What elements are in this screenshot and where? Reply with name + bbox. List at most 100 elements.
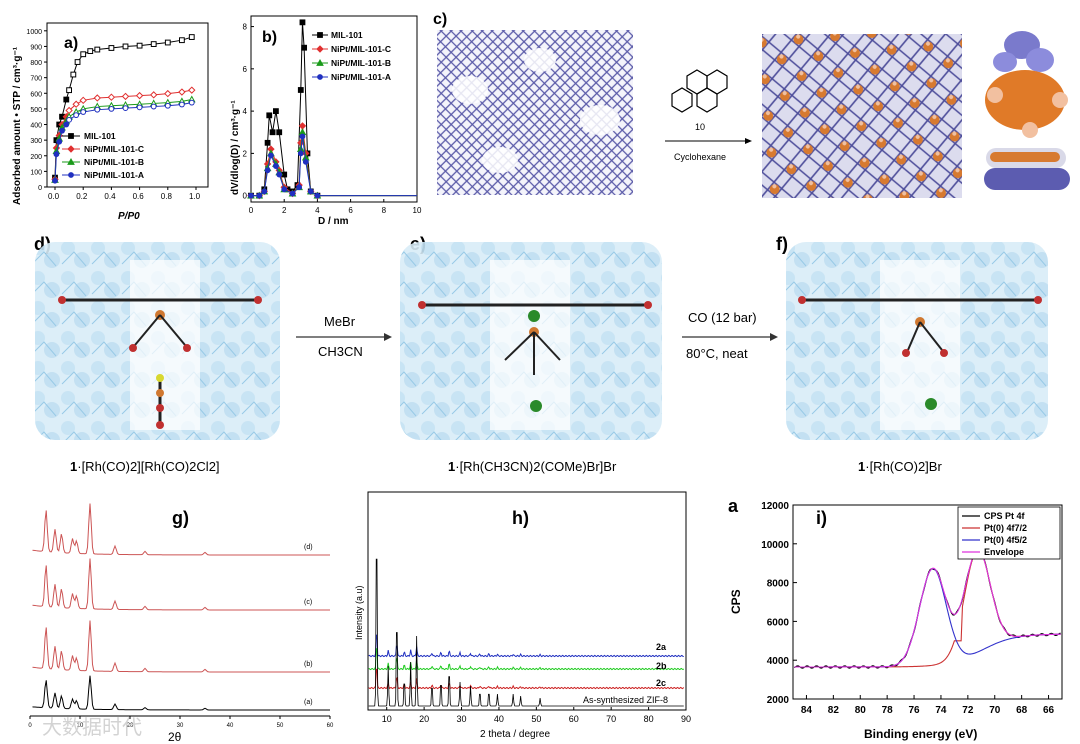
panel-h-xtick-label: 30	[457, 714, 467, 724]
triphenylene-structure	[671, 69, 728, 113]
caption-d: 1·[Rh(CO)2][Rh(CO)2Cl2]	[70, 459, 220, 474]
panel-g-series-label: (a)	[304, 699, 313, 706]
panel-a-data-point	[87, 48, 94, 55]
panel-a-data-point	[122, 43, 129, 50]
panel-i-xtick-label: 78	[882, 705, 894, 716]
panel-a-data-point	[121, 92, 130, 101]
mof-pore	[580, 105, 620, 135]
panel-a-data-point	[66, 87, 72, 94]
panel-g-xtick-label: 60	[327, 723, 334, 729]
panel-i-xtick-label: 68	[1016, 705, 1028, 716]
panel-b-data-point	[269, 129, 276, 136]
watermark: 大数据时代	[42, 716, 142, 739]
panel-a-data-point	[122, 105, 129, 112]
panel-a-xtick-label: 0.8	[161, 192, 173, 201]
panel-i-xtick-label: 84	[801, 705, 813, 716]
panel-b-yticks: 0 2 4 6 8	[243, 23, 254, 201]
panel-b-legend-marker	[317, 74, 323, 80]
panel-a-frame	[46, 22, 209, 188]
panel-i-yticks: 2000 4000 6000 8000 10000 12000	[761, 501, 797, 706]
panel-b-data-point	[314, 192, 321, 199]
panel-a-legend-label: NiPt/MIL-101-B	[84, 157, 144, 167]
panel-i-xtick-label: 76	[908, 705, 920, 716]
panel-b-xlabel: D / nm	[318, 216, 349, 227]
panel-i-alt-letter: a	[728, 496, 739, 516]
panel-b-data-point	[299, 19, 306, 26]
panel-b-legend-label: MIL-101	[331, 30, 363, 40]
panel-a-ytick-label: 400	[30, 123, 42, 130]
panel-a-data-point	[135, 91, 144, 100]
panel-b-data-point	[296, 184, 303, 191]
space-filling-model	[984, 31, 1070, 190]
panel-a-ytick-label: 800	[30, 60, 42, 67]
panel-h-series-line	[368, 647, 685, 671]
panel-a-data-point	[150, 41, 157, 47]
panel-i-ytick-label: 2000	[767, 695, 790, 706]
panel-i-legend: CPS Pt 4f Pt(0) 4f7/2 Pt(0) 4f5/2 Envelope	[957, 506, 1061, 560]
panel-a-data-point	[80, 109, 87, 115]
panel-a: a) Adsorbed amount • STP / cm³·g⁻¹ P/P0 …	[12, 22, 209, 222]
panel-b-legend-marker	[316, 58, 324, 66]
panel-g-xtick-label: 30	[177, 723, 184, 729]
panel-h-xlabel: 2 theta / degree	[480, 729, 550, 740]
panel-h-xtick-label: 20	[419, 714, 429, 724]
panel-a-ytick-label: 600	[30, 91, 42, 98]
panel-a-legend-label: NiPt/MIL-101-C	[84, 144, 144, 154]
panel-a-data-point	[63, 121, 70, 128]
panel-h-series-line	[368, 558, 684, 707]
panel-b-legend-label: NiPt/MIL-101-B	[331, 58, 391, 68]
panel-i-xtick-label: 70	[989, 705, 1001, 716]
panel-i-series-line	[794, 549, 1061, 668]
panel-b-data-point	[268, 152, 274, 159]
panel-i-legend-label: Envelope	[984, 547, 1024, 557]
panel-b-ytick-label: 2	[243, 149, 248, 158]
panel-b-ytick-label: 8	[243, 23, 248, 32]
panel-i-series-line	[794, 548, 1061, 668]
panel-b-data-point	[276, 171, 283, 178]
panel-h-xtick-label: 40	[494, 714, 504, 724]
panel-h-series-line	[368, 633, 684, 658]
panel-g-series-label: (d)	[304, 544, 313, 551]
molecule-number: 10	[695, 122, 705, 132]
panel-a-legend-marker	[68, 133, 74, 139]
panel-a-data-point	[80, 51, 87, 58]
panel-i-xticks: 84 82 80 78 76 74 72 70 68 66	[801, 695, 1055, 716]
panel-a-ytick-label: 1000	[26, 29, 42, 36]
panel-h: h) Intensity (a.u) 2 theta / degree 10 20…	[354, 491, 691, 740]
panel-b-xtick-label: 8	[382, 206, 387, 215]
panel-g: g) 0 10 20 30 40 50 60 (d) (c) (b) (a) 2θ 大数据时代	[28, 503, 334, 744]
panel-a-data-point	[74, 59, 81, 65]
panel-b-data-point	[307, 188, 314, 195]
arrow1-bottom-label: CH3CN	[318, 344, 363, 359]
solvent-label: Cyclohexane	[674, 152, 726, 162]
panel-g-xtick-label: 0	[28, 723, 32, 729]
panel-a-data-point	[188, 99, 195, 106]
panel-a-legend: MIL-101 NiPt/MIL-101-C NiPt/MIL-101-B NiPt/…	[62, 131, 144, 180]
panel-h-series-label: 2c	[656, 678, 666, 688]
panel-a-legend-marker	[67, 145, 75, 153]
panel-a-data-point	[136, 104, 143, 111]
panel-i-legend-label: Pt(0) 4f7/2	[984, 523, 1027, 533]
panel-b-data-point	[298, 122, 307, 130]
panel-b-legend-label: NiPt/MIL-101-C	[331, 44, 391, 54]
panel-a-data-point	[56, 138, 63, 145]
panel-b-xtick-label: 0	[249, 206, 254, 215]
panel-b-data-point	[264, 139, 271, 146]
panel-b: b) dV/dlog(D) / cm³·g⁻¹ D / nm 0 2 4 6 8 10 0…	[230, 15, 422, 227]
mof-pore	[524, 48, 556, 72]
reaction-arrowhead-2	[770, 333, 778, 341]
arrow1-top-label: MeBr	[324, 314, 356, 329]
panel-g-xtick-label: 20	[127, 723, 134, 729]
reaction-arrowhead-c	[745, 138, 752, 144]
panel-a-data-point	[94, 106, 101, 113]
panel-b-data-point	[302, 158, 309, 165]
panel-b-frame	[250, 15, 418, 203]
panel-a-data-point	[164, 89, 172, 98]
panel-a-data-point	[150, 103, 157, 110]
panel-h-series-label: As-synthesized ZIF-8	[583, 695, 668, 705]
panel-i-frame	[792, 504, 1063, 700]
mof-pore	[482, 147, 518, 173]
panel-a-data-point	[70, 71, 77, 78]
panels-def: d) e) f) MeBr CH3CN	[34, 234, 1048, 474]
